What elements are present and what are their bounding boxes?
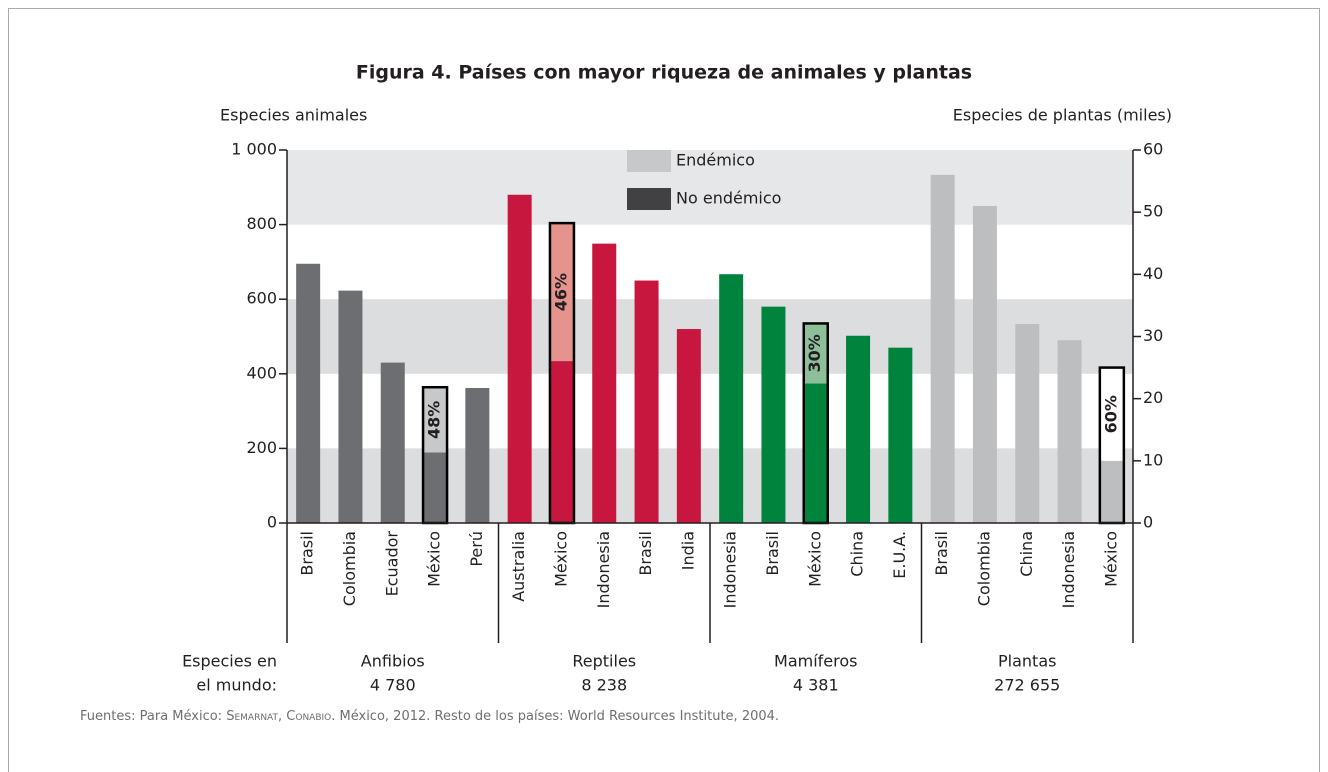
- bar: [1057, 340, 1082, 523]
- endemic-label: 48%: [425, 401, 444, 439]
- bar: [1015, 324, 1040, 523]
- x-tick-label: Brasil: [298, 531, 317, 576]
- y2-tick-label: 0: [1143, 513, 1153, 532]
- bar: [719, 274, 744, 523]
- bar: [592, 243, 617, 524]
- bar-endemic: [423, 387, 448, 453]
- y2-tick-label: 50: [1143, 202, 1163, 221]
- x-tick-label: Australia: [509, 531, 528, 602]
- world-species: 4 381: [793, 676, 839, 695]
- source-part: Semarnat: [226, 709, 278, 724]
- bar: [888, 347, 913, 523]
- x-tick-label: Perú: [467, 531, 486, 567]
- world-label: Especies en: [182, 652, 277, 671]
- endemic-label: 30%: [805, 334, 824, 372]
- x-tick-label: Colombia: [974, 531, 993, 606]
- bar: [296, 263, 321, 523]
- x-tick-label: China: [848, 531, 867, 577]
- source-part: . México, 2012. Resto de los países: Wor…: [331, 709, 779, 724]
- bar-endemic: [549, 223, 574, 362]
- bar: [338, 290, 363, 523]
- x-tick-label: Brasil: [932, 531, 951, 576]
- bar: [507, 194, 532, 523]
- y2-tick-label: 40: [1143, 264, 1163, 283]
- group-label: Reptiles: [572, 652, 636, 671]
- x-tick-label: México: [805, 531, 824, 587]
- bar-non-endemic: [423, 452, 448, 523]
- bar: [634, 280, 659, 523]
- y2-tick-label: 20: [1143, 388, 1163, 407]
- world-species: 4 780: [370, 676, 416, 695]
- group-label: Mamíferos: [774, 652, 857, 671]
- bar: [846, 335, 871, 523]
- y-tick-label: 200: [246, 438, 277, 457]
- world-label: el mundo:: [196, 676, 277, 695]
- bar: [761, 306, 786, 523]
- y-tick-label: 600: [246, 289, 277, 308]
- x-tick-label: México: [425, 531, 444, 587]
- y2-tick-label: 30: [1143, 326, 1163, 345]
- legend-swatch: [627, 188, 671, 210]
- band: [287, 448, 1133, 523]
- plot: 0 200 400 600 800 1 000 0 10 20 30 40 50 60 Brasil Col…: [182, 140, 1163, 695]
- x-tick-label: México: [551, 531, 570, 587]
- endemic-label: 60%: [1101, 395, 1120, 433]
- bar: [676, 329, 701, 523]
- bar: [930, 174, 955, 523]
- source-part: Fuentes: Para México:: [80, 709, 226, 724]
- world-species: 8 238: [581, 676, 627, 695]
- bar: [465, 387, 490, 523]
- x-tick-label: México: [1101, 531, 1120, 587]
- x-tick-label: Indonesia: [1059, 531, 1078, 608]
- group-label: Anfibios: [361, 652, 425, 671]
- x-tick-label: Brasil: [763, 531, 782, 576]
- legend-label: Endémico: [676, 151, 755, 170]
- source-part: Conabio: [286, 709, 331, 724]
- x-tick-label: Indonesia: [594, 531, 613, 608]
- band: [287, 299, 1133, 374]
- world-species: 272 655: [994, 676, 1060, 695]
- y-tick-label: 800: [246, 214, 277, 233]
- y-tick-label: 0: [267, 513, 277, 532]
- frame: [8, 8, 1320, 772]
- source-part: ,: [278, 709, 286, 724]
- y2-tick-label: 10: [1143, 450, 1163, 469]
- y-axis-label: Especies animales: [220, 106, 367, 125]
- bar: [972, 205, 997, 523]
- y2-tick-label: 60: [1143, 140, 1163, 159]
- bar: [380, 362, 405, 523]
- chart-title: Figura 4. Países con mayor riqueza de an…: [356, 62, 972, 84]
- x-tick-label: Brasil: [636, 531, 655, 576]
- endemic-label: 46%: [551, 273, 570, 311]
- x-tick-label: E.U.A.: [890, 531, 909, 579]
- bar-endemic: [803, 323, 828, 384]
- group-label: Plantas: [998, 652, 1056, 671]
- x-tick-label: India: [678, 531, 697, 570]
- bar-non-endemic: [1099, 460, 1124, 523]
- bar-non-endemic: [549, 361, 574, 523]
- legend-label: No endémico: [676, 189, 781, 208]
- y-tick-label: 400: [246, 363, 277, 382]
- source: Fuentes: Para México: Semarnat, Conabio.…: [80, 709, 779, 724]
- x-tick-label: Indonesia: [721, 531, 740, 608]
- x-tick-label: Colombia: [340, 531, 359, 606]
- y2-axis-label: Especies de plantas (miles): [953, 106, 1172, 125]
- bar-non-endemic: [803, 383, 828, 523]
- legend-swatch: [627, 150, 671, 172]
- x-tick-label: Ecuador: [382, 531, 401, 597]
- y-tick-label: 1 000: [231, 140, 277, 159]
- x-tick-label: China: [1017, 531, 1036, 577]
- bar-endemic: [1099, 367, 1124, 461]
